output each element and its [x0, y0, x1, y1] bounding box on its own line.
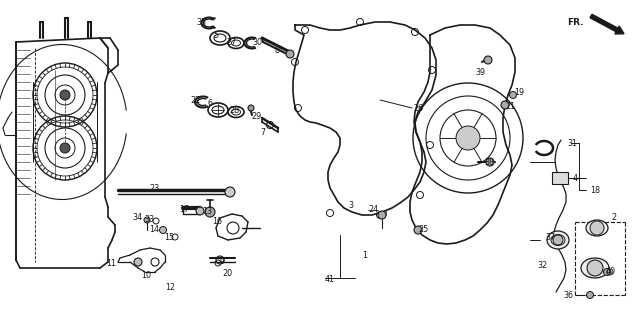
Text: 8: 8 — [275, 45, 280, 54]
Text: 7: 7 — [261, 127, 266, 137]
Ellipse shape — [547, 231, 569, 249]
Text: 20: 20 — [222, 268, 232, 277]
Text: 35: 35 — [197, 18, 207, 27]
Circle shape — [378, 211, 386, 219]
Text: 22: 22 — [190, 95, 201, 105]
Circle shape — [553, 235, 563, 245]
Text: 33: 33 — [144, 215, 154, 225]
Text: 9: 9 — [220, 258, 225, 267]
Text: 17: 17 — [179, 205, 189, 214]
Text: 19: 19 — [514, 87, 524, 97]
FancyArrow shape — [590, 14, 624, 34]
Text: 27: 27 — [227, 37, 237, 46]
Circle shape — [587, 292, 594, 299]
Text: 30: 30 — [252, 37, 262, 46]
Text: 3: 3 — [348, 201, 353, 210]
Text: 26: 26 — [413, 103, 423, 113]
Circle shape — [587, 260, 603, 276]
Circle shape — [286, 50, 294, 58]
Text: 18: 18 — [590, 186, 600, 195]
Polygon shape — [552, 172, 568, 184]
Circle shape — [486, 158, 494, 166]
Text: 25: 25 — [418, 226, 428, 235]
Text: 37: 37 — [546, 234, 556, 243]
Text: 15: 15 — [164, 234, 174, 243]
Circle shape — [510, 92, 517, 99]
Text: 23: 23 — [149, 183, 159, 193]
Text: 2: 2 — [611, 213, 616, 222]
Text: 1: 1 — [362, 251, 368, 260]
Text: 40: 40 — [606, 268, 616, 276]
Text: 12: 12 — [165, 284, 175, 292]
Circle shape — [60, 143, 70, 153]
Text: 29: 29 — [251, 111, 261, 121]
Text: 14: 14 — [149, 226, 159, 235]
Text: 31: 31 — [567, 139, 577, 148]
Circle shape — [484, 56, 492, 64]
Circle shape — [60, 90, 70, 100]
Text: 39: 39 — [476, 68, 486, 76]
Circle shape — [225, 187, 235, 197]
Circle shape — [248, 105, 254, 111]
Circle shape — [501, 101, 509, 109]
Text: 41: 41 — [325, 276, 335, 284]
Circle shape — [196, 207, 204, 215]
Text: 16: 16 — [212, 218, 222, 227]
Text: 36: 36 — [563, 291, 573, 300]
Text: FR.: FR. — [568, 18, 584, 27]
Text: 13: 13 — [202, 207, 212, 217]
Text: 21: 21 — [505, 101, 515, 110]
Text: 24: 24 — [369, 205, 379, 214]
Circle shape — [134, 258, 142, 266]
Circle shape — [456, 126, 480, 150]
Circle shape — [205, 207, 215, 217]
Text: 32: 32 — [538, 260, 548, 269]
Circle shape — [144, 217, 150, 223]
Ellipse shape — [581, 258, 609, 278]
Circle shape — [159, 227, 166, 234]
Text: 6: 6 — [207, 99, 212, 108]
Circle shape — [603, 268, 610, 276]
Text: 10: 10 — [141, 271, 151, 281]
Text: 4: 4 — [573, 173, 578, 182]
Text: 38: 38 — [484, 157, 494, 166]
Text: 28: 28 — [229, 106, 239, 115]
Text: 34: 34 — [132, 213, 142, 222]
Circle shape — [590, 221, 604, 235]
Circle shape — [414, 226, 422, 234]
Text: 11: 11 — [106, 259, 116, 268]
Ellipse shape — [586, 220, 608, 236]
Text: 5: 5 — [213, 30, 218, 39]
